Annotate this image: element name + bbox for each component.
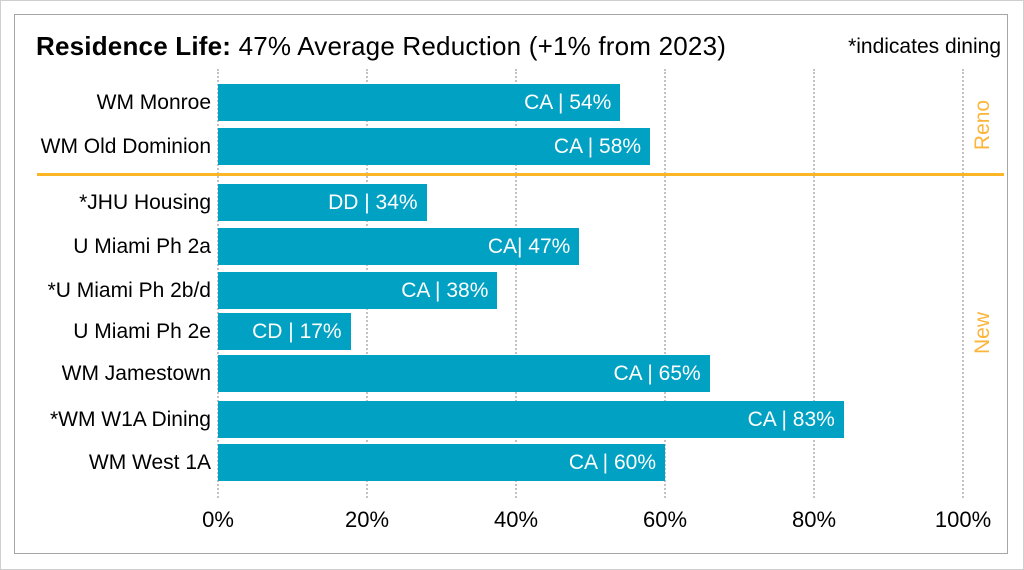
bar-value-label: CA | 65%: [613, 362, 701, 385]
category-label: WM Jamestown: [61, 361, 211, 385]
category-label: WM Monroe: [96, 90, 211, 114]
gridline-40%: [515, 69, 517, 498]
bar-value-label: CA | 83%: [747, 408, 835, 431]
bar-value-label: CA | 58%: [553, 135, 642, 158]
group-divider-line: [37, 173, 1004, 176]
category-label: *WM W1A Dining: [49, 407, 211, 431]
bar: CA | 38%: [218, 272, 498, 309]
bar-value-label: CA | 54%: [524, 91, 612, 114]
bar: DD | 34%: [218, 184, 427, 221]
category-label: U Miami Ph 2e: [73, 319, 211, 343]
bar-value-label: CA| 47%: [487, 235, 571, 258]
category-label: WM West 1A: [88, 450, 211, 474]
x-tick-label: 60%: [642, 507, 688, 532]
group-label-reno: Reno: [971, 99, 994, 150]
bar: CA | 65%: [218, 355, 710, 392]
x-tick-label: 80%: [791, 507, 837, 532]
category-label: WM Old Dominion: [40, 134, 211, 158]
group-label-new: New: [971, 311, 994, 354]
chart-title-bold: Residence Life:: [36, 31, 232, 61]
bar: CA| 47%: [218, 228, 580, 265]
title-row: Residence Life: 47% Average Reduction (+…: [36, 31, 1001, 65]
x-tick-label: 0%: [202, 507, 234, 532]
chart-title-rest: 47% Average Reduction (+1% from 2023): [231, 31, 727, 61]
x-tick-label: 100%: [934, 507, 992, 532]
bar-value-label: DD | 34%: [328, 191, 418, 214]
gridline-100%: [962, 69, 964, 498]
category-label: U Miami Ph 2a: [73, 234, 211, 258]
bar: CA | 60%: [218, 444, 665, 481]
bar: CA | 83%: [218, 401, 844, 438]
gridline-60%: [664, 69, 666, 498]
category-label: *U Miami Ph 2b/d: [47, 278, 211, 302]
category-label: *JHU Housing: [79, 190, 211, 214]
x-tick-label: 40%: [493, 507, 539, 532]
gridline-80%: [813, 69, 815, 498]
x-tick-label: 20%: [344, 507, 390, 532]
bar-value-label: CA | 38%: [401, 279, 489, 302]
bar: CD | 17%: [218, 313, 351, 350]
bar: CA | 58%: [218, 128, 651, 165]
chart-frame: Residence Life: 47% Average Reduction (+…: [14, 14, 1008, 554]
bar-value-label: CA | 60%: [568, 451, 656, 474]
chart-title: Residence Life: 47% Average Reduction (+…: [36, 31, 726, 62]
bar-value-label: CD | 17%: [252, 320, 342, 343]
dining-note: *indicates dining: [848, 35, 1001, 58]
bar: CA | 54%: [218, 84, 621, 121]
